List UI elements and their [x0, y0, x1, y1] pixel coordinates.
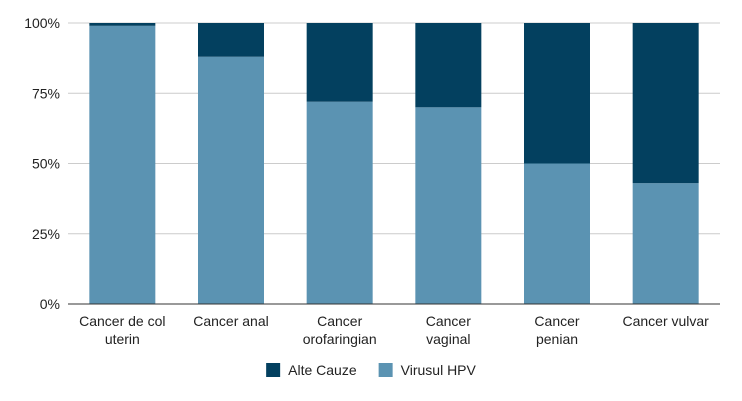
bar-virusul-hpv: [524, 163, 590, 304]
y-tick-label: 25%: [32, 226, 60, 242]
bar-alte-cauze: [198, 23, 264, 57]
bar-virusul-hpv: [306, 101, 373, 305]
x-category-label: Cancer de col: [79, 313, 165, 329]
legend-swatch: [378, 363, 393, 377]
legend-label: Virusul HPV: [401, 362, 477, 378]
x-category-label: Cancer: [534, 313, 579, 329]
bars: [89, 23, 699, 305]
bar-alte-cauze: [306, 23, 373, 102]
y-tick-label: 100%: [24, 15, 60, 31]
bar-virusul-hpv: [198, 56, 264, 304]
bar-virusul-hpv: [415, 107, 482, 304]
bar-virusul-hpv: [632, 183, 699, 304]
legend-item: Alte Cauze: [266, 362, 357, 378]
grid-lines: [68, 22, 720, 235]
bar-alte-cauze: [524, 23, 590, 164]
x-axis: Cancer de col uterin Cancer anal Cancer orof…: [68, 303, 720, 347]
x-category-label: Cancer: [317, 313, 362, 329]
legend: Alte Cauze Virusul HPV: [266, 362, 477, 378]
x-category-label: Cancer: [426, 313, 471, 329]
legend-swatch: [266, 363, 281, 377]
y-tick-label: 50%: [32, 156, 60, 172]
bar-alte-cauze: [632, 23, 699, 184]
x-category-label: Cancer anal: [193, 313, 269, 329]
bar-virusul-hpv: [89, 25, 156, 305]
y-axis: 0% 25% 50% 75% 100%: [24, 15, 60, 312]
x-category-label: orofaringian: [303, 331, 377, 347]
x-category-label: vaginal: [426, 331, 470, 347]
x-category-label: Cancer vulvar: [622, 313, 709, 329]
legend-item: Virusul HPV: [378, 362, 477, 378]
y-tick-label: 0%: [40, 296, 60, 312]
y-tick-label: 75%: [32, 85, 60, 101]
legend-label: Alte Cauze: [288, 362, 357, 378]
bar-alte-cauze: [89, 23, 156, 26]
x-category-label: uterin: [105, 331, 140, 347]
x-category-label: penian: [536, 331, 578, 347]
bar-alte-cauze: [415, 23, 482, 108]
